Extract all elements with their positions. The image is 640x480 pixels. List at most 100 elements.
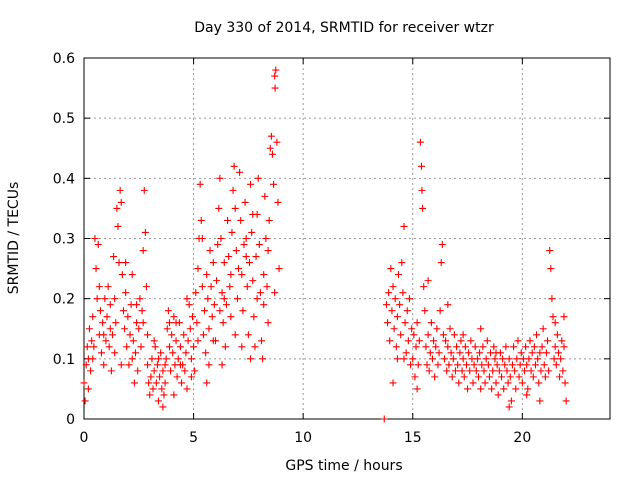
data-point	[227, 313, 235, 321]
data-point	[547, 265, 555, 273]
data-point	[399, 289, 407, 297]
data-point	[473, 355, 481, 363]
data-point	[447, 349, 455, 357]
data-point	[192, 289, 200, 297]
data-point	[133, 301, 141, 309]
data-point	[550, 355, 558, 363]
y-axis-label: SRMTID / TECUs	[6, 182, 22, 295]
data-point	[537, 367, 545, 375]
data-point	[558, 337, 566, 345]
data-point	[132, 349, 140, 357]
data-point	[490, 343, 498, 351]
data-point	[521, 367, 529, 375]
data-point	[82, 361, 90, 369]
data-point	[464, 385, 472, 393]
data-point	[449, 355, 457, 363]
data-point	[159, 403, 167, 411]
data-point	[491, 355, 499, 363]
data-point	[457, 337, 465, 345]
data-point	[170, 313, 178, 321]
data-point	[130, 379, 138, 387]
data-point	[382, 301, 390, 309]
data-point	[172, 337, 180, 345]
data-point	[148, 355, 156, 363]
data-point	[432, 343, 440, 351]
data-point	[421, 307, 429, 315]
data-point	[168, 331, 176, 339]
data-point	[478, 361, 486, 369]
data-point	[391, 295, 399, 303]
data-point	[238, 271, 246, 279]
data-point	[545, 367, 553, 375]
data-point	[477, 325, 485, 333]
data-point	[94, 241, 102, 249]
data-point	[559, 367, 567, 375]
y-tick-label: 0	[66, 412, 75, 428]
data-point	[531, 361, 539, 369]
data-point	[476, 349, 484, 357]
data-point	[151, 343, 159, 351]
data-point	[139, 247, 147, 255]
data-point	[87, 367, 95, 375]
data-point	[103, 313, 111, 321]
data-point	[407, 361, 415, 369]
data-point	[161, 361, 169, 369]
data-point	[102, 337, 110, 345]
data-point	[152, 379, 160, 387]
data-point	[100, 331, 108, 339]
data-point	[210, 301, 218, 309]
data-point	[451, 367, 459, 375]
data-point	[435, 349, 443, 357]
data-point	[190, 343, 198, 351]
data-point	[202, 349, 210, 357]
data-point	[121, 325, 129, 333]
data-point	[438, 241, 446, 249]
data-points	[80, 66, 570, 423]
data-point	[461, 343, 469, 351]
data-point	[404, 337, 412, 345]
data-point	[214, 241, 222, 249]
data-point	[459, 331, 467, 339]
data-point	[128, 355, 136, 363]
data-point	[204, 295, 212, 303]
data-point	[247, 355, 255, 363]
data-point	[507, 397, 515, 405]
data-point	[242, 253, 250, 261]
data-point	[106, 325, 114, 333]
data-point	[141, 228, 149, 236]
data-point	[456, 349, 464, 357]
data-point	[403, 307, 411, 315]
x-tick-label: 0	[80, 430, 89, 446]
y-tick-label: 0.5	[53, 111, 75, 127]
data-point	[546, 247, 554, 255]
data-point	[216, 174, 224, 182]
data-point	[116, 186, 124, 194]
data-point	[100, 361, 108, 369]
data-point	[251, 343, 259, 351]
data-point	[220, 259, 228, 267]
data-point	[549, 313, 557, 321]
data-point	[236, 168, 244, 176]
data-point	[419, 204, 427, 212]
data-point	[533, 331, 541, 339]
data-point	[384, 319, 392, 327]
data-point	[413, 385, 421, 393]
data-point	[420, 283, 428, 291]
data-point	[230, 162, 238, 170]
data-point	[396, 301, 404, 309]
data-point	[110, 253, 118, 261]
data-point	[492, 379, 500, 387]
data-point	[459, 355, 467, 363]
data-point	[203, 271, 211, 279]
data-point	[503, 367, 511, 375]
data-point	[238, 343, 246, 351]
data-point	[495, 367, 503, 375]
data-point	[413, 319, 421, 327]
data-point	[252, 253, 260, 261]
data-point	[187, 355, 195, 363]
data-point	[492, 349, 500, 357]
data-point	[91, 235, 99, 242]
data-point	[197, 216, 205, 224]
data-point	[201, 307, 209, 315]
data-point	[139, 319, 147, 327]
